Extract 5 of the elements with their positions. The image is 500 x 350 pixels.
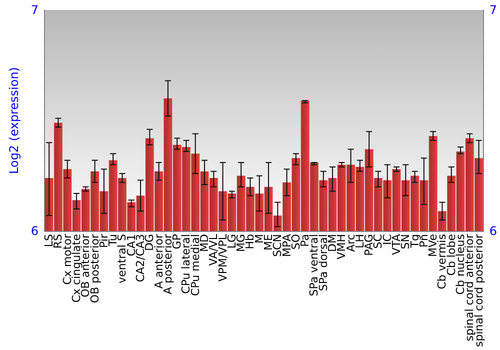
y-axis-title: Log2 (expression) — [7, 67, 21, 174]
y2-tick-label: 6 — [489, 224, 498, 238]
x-tick-label: Tg — [408, 234, 422, 249]
y2-tick-label: 7 — [489, 3, 498, 17]
x-tick-label: OB posterior — [88, 234, 102, 304]
